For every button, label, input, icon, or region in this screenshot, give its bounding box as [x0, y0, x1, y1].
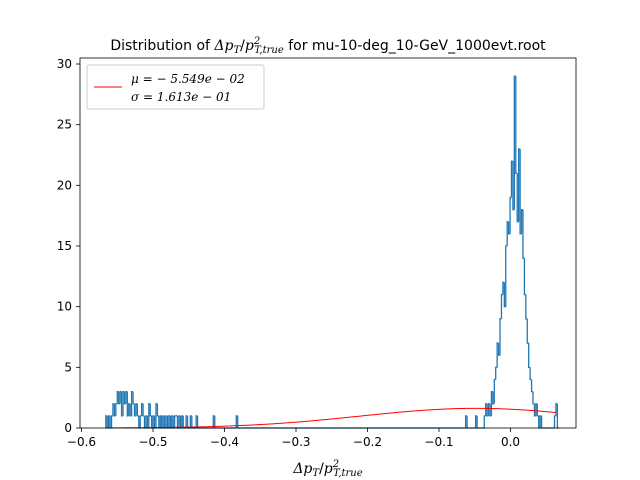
y-tick-label: 0 — [64, 421, 72, 435]
x-tick-label: −0.2 — [353, 435, 382, 449]
histogram-bin — [126, 391, 129, 417]
histogram-series — [105, 75, 559, 429]
x-tick-label: 0.0 — [501, 435, 520, 449]
y-tick-label: 30 — [57, 57, 72, 71]
histogram-bin — [506, 221, 509, 247]
histogram-bin — [529, 367, 532, 381]
histogram-bin — [533, 403, 536, 417]
y-tick-label: 25 — [57, 118, 72, 132]
x-tick-label: −0.3 — [281, 435, 310, 449]
legend-box — [86, 64, 265, 110]
histogram-bin — [502, 281, 505, 295]
y-tick-label: 5 — [64, 360, 72, 374]
x-tick-label: −0.6 — [67, 435, 96, 449]
histogram-bin — [507, 221, 511, 235]
histogram-bin — [499, 318, 502, 356]
legend-label-sigma: σ = 1.613e − 01 — [131, 90, 231, 104]
histogram-bin — [513, 75, 516, 210]
histogram-bin — [113, 403, 116, 417]
histogram-bin — [483, 415, 486, 428]
histogram-bin — [110, 415, 113, 428]
x-tick-label: −0.5 — [138, 435, 167, 449]
x-axis: −0.6 −0.5 −0.4 −0.3 −0.2 −0.1 0.0 — [67, 428, 520, 449]
x-tick-label: −0.4 — [210, 435, 239, 449]
x-axis-label: ΔpT/p2 T,true — [292, 459, 362, 479]
x-tick-label: −0.1 — [424, 435, 453, 449]
histogram-bin — [133, 403, 136, 417]
gaussian-fit-line — [105, 407, 556, 429]
histogram-bin — [553, 415, 556, 428]
histogram-bin — [520, 208, 523, 234]
histogram-bin — [505, 245, 508, 307]
histogram-bin — [120, 391, 124, 417]
histogram-bin — [519, 148, 522, 235]
histogram-bin — [173, 415, 177, 428]
histogram-bin — [129, 403, 132, 417]
y-tick-label: 20 — [57, 178, 72, 192]
y-tick-label: 15 — [57, 239, 72, 253]
chart-title: Distribution of ΔpT/p2 T,true for mu-10-d… — [110, 36, 546, 56]
plot-area — [79, 57, 577, 429]
histogram-bin — [118, 391, 121, 405]
axes-frame — [79, 57, 577, 429]
histogram-bin — [528, 343, 531, 368]
histogram-bin — [139, 415, 142, 428]
histogram-bin — [123, 391, 126, 405]
histogram-bin — [503, 282, 506, 308]
histogram-bin — [486, 403, 489, 417]
histogram-bin — [489, 403, 492, 417]
y-tick-label: 10 — [57, 300, 72, 314]
histogram-bin — [115, 403, 118, 416]
legend-label-mu: μ = − 5.549e − 02 — [131, 72, 245, 86]
legend: μ = − 5.549e − 02 σ = 1.613e − 01 — [86, 64, 265, 110]
histogram-bin — [492, 391, 495, 405]
y-axis: 0 5 10 15 20 25 30 — [57, 57, 80, 435]
histogram-bin — [523, 258, 526, 296]
